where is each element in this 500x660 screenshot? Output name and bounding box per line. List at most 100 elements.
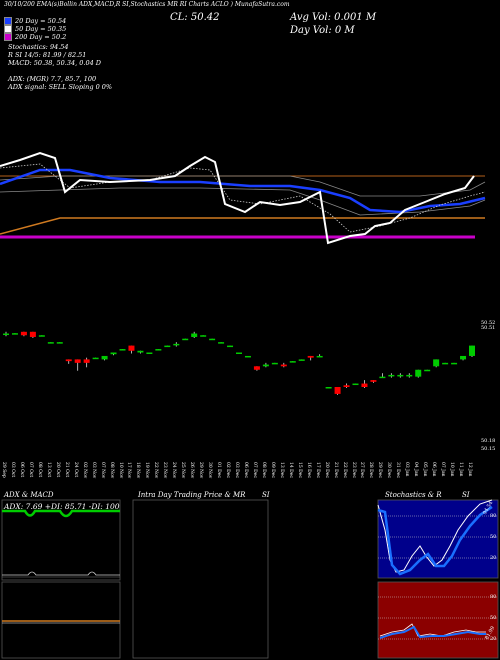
- candle-body: [56, 342, 63, 344]
- candle-body: [352, 383, 359, 386]
- candle-body: [128, 345, 135, 351]
- candle-body: [280, 364, 287, 367]
- candle-body: [442, 362, 449, 365]
- stochastics-line: Stochastics: 94.54: [8, 43, 69, 51]
- rsi-line: R SI 14/5: 81.99 / 82.51: [8, 51, 87, 59]
- candle-body: [146, 352, 153, 354]
- legend-label: 50 Day = 50.35: [15, 25, 67, 33]
- intraday-panel: [132, 499, 269, 659]
- candle-body: [388, 374, 395, 377]
- candle-body: [110, 352, 117, 355]
- header-top-line: 30/10/200 EMA(s)Bollin ADX,MACD,R SI,Sto…: [4, 1, 290, 8]
- intraday-panel-title-right: SI: [262, 491, 270, 499]
- price-tick-bot-b: 50.15: [481, 446, 496, 452]
- price-tick-top-a: 50.52: [481, 320, 496, 326]
- adx-readout: ADX: 7.69 +DI: 85.71 -DI: 100: [4, 502, 120, 511]
- rsi-tick-50: 50: [490, 615, 497, 621]
- candle-body: [155, 349, 162, 351]
- candle-body: [415, 369, 422, 377]
- candle-body: [433, 359, 440, 367]
- legend-swatch: [4, 25, 12, 33]
- price-tick-top-b: 50.51: [481, 325, 496, 331]
- candle-body: [182, 338, 189, 341]
- stoch-panel-title-right: SI: [462, 491, 470, 499]
- candle-body: [11, 333, 18, 335]
- candle-body: [218, 342, 225, 344]
- candle-body: [47, 342, 54, 344]
- stoch-tick-20: 20: [490, 555, 497, 561]
- candle-body: [343, 385, 350, 387]
- candle-body: [379, 376, 386, 379]
- candle-body: [200, 335, 207, 337]
- candle-body: [325, 387, 332, 389]
- adx-panel-title: ADX & MACD: [4, 491, 54, 499]
- stoch-d-line: [377, 505, 493, 576]
- stoch-tick-50: 50: [490, 534, 497, 540]
- bollinger-lower: [0, 187, 486, 216]
- info-block: Stochastics: 94.54 R SI 14/5: 81.99 / 82…: [8, 43, 112, 91]
- avg-vol-label: Avg Vol: 0.001 M: [290, 12, 377, 23]
- adx-readout-text: ADX: 7.69 +DI: 85.71 -DI: 100: [4, 502, 120, 511]
- candle-body: [307, 355, 314, 358]
- ema-50-dotted: [0, 163, 486, 233]
- ema-200-line: [0, 217, 485, 235]
- price-line: [0, 151, 475, 245]
- intraday-panel-title: Intra Day Trading Price & MR: [138, 491, 246, 499]
- candle-body: [397, 374, 404, 377]
- candle-body: [334, 387, 341, 394]
- candle-body: [406, 374, 413, 377]
- price-tick-bot-a: 50.18: [481, 438, 496, 444]
- candle-body: [101, 355, 108, 360]
- candle-body: [65, 359, 72, 362]
- rsi-signal-line: [379, 625, 486, 639]
- candle-body: [460, 355, 467, 360]
- day-vol-label: Day Vol: 0 M: [290, 25, 355, 36]
- candle-body: [38, 335, 45, 337]
- legend-label: 20 Day = 50.54: [15, 17, 67, 25]
- candle-body: [191, 333, 198, 337]
- legend-item-20day: 20 Day = 50.54: [4, 17, 66, 25]
- candle-body: [469, 345, 475, 356]
- candle-body: [316, 355, 323, 358]
- candle-body: [262, 364, 269, 367]
- candle-body: [3, 333, 9, 336]
- close-label: CL: 50.42: [170, 12, 220, 23]
- stoch-tick-80: 80: [490, 513, 497, 519]
- candle-body: [227, 345, 234, 348]
- ema-20-line: [0, 168, 486, 214]
- candle-body: [119, 349, 126, 351]
- legend-swatch: [4, 33, 12, 41]
- rsi-tick-80: 80: [490, 594, 497, 600]
- adx-line: ADX: (MGR) 7.7, 85.7, 100: [8, 75, 97, 83]
- adx-signal-line: ADX signal: SELL Sloping 0 0%: [8, 83, 113, 91]
- candle-body: [253, 366, 260, 370]
- candle-body: [173, 343, 180, 346]
- macd-line: MACD: 50.38, 50.34, 0.04 D: [8, 59, 102, 67]
- candle-body: [92, 357, 99, 360]
- candle-body: [164, 345, 171, 348]
- candle-body: [271, 362, 278, 365]
- candle-body: [289, 361, 296, 363]
- legend-item-200day: 200 Day = 50.2: [4, 33, 66, 41]
- legend: 20 Day = 50.54 50 Day = 50.35 200 Day = …: [4, 17, 66, 41]
- macd-panel: [1, 581, 121, 659]
- candle-body: [20, 331, 27, 336]
- candle-body: [361, 383, 368, 387]
- rsi-panel: [377, 581, 499, 659]
- candle-body: [451, 362, 458, 365]
- rsi-tick-20: 20: [490, 636, 497, 642]
- candle-body: [74, 359, 81, 363]
- candle-body: [370, 380, 377, 382]
- adx-line: [2, 571, 120, 576]
- candle-body: [298, 359, 305, 361]
- candle-body: [424, 369, 431, 372]
- candle-body: [83, 359, 90, 363]
- adx-plus-di-line: [2, 509, 120, 518]
- stoch-panel-title: Stochastics & R: [385, 491, 442, 499]
- rsi-line: [379, 623, 486, 637]
- candle-body: [244, 355, 251, 358]
- candle-body: [236, 352, 242, 354]
